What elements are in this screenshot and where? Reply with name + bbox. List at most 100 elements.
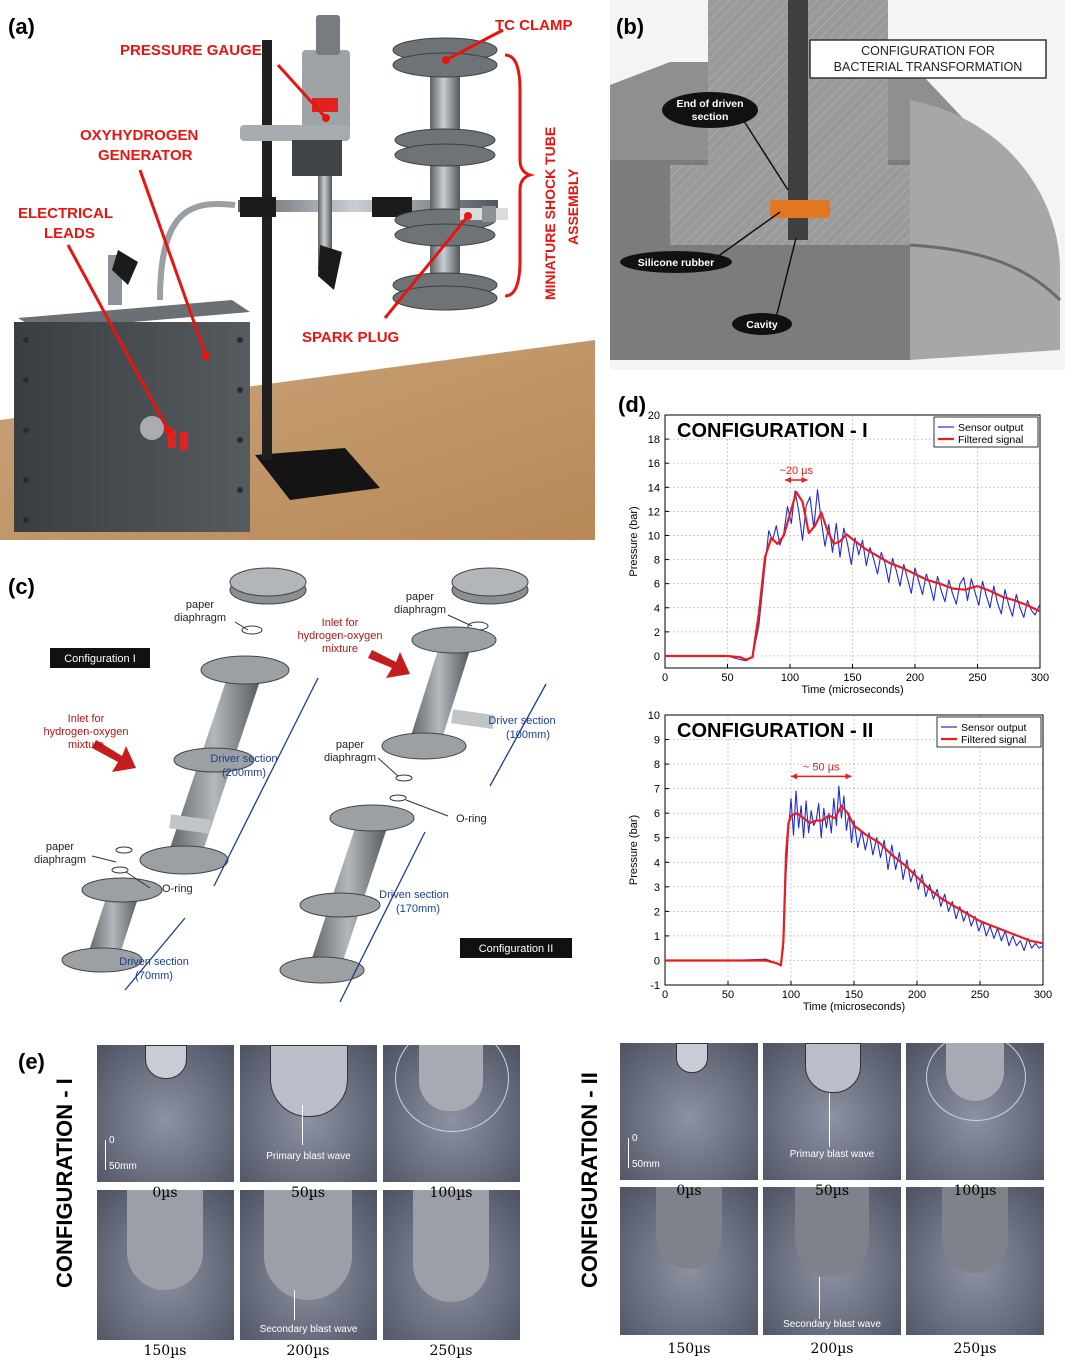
electrode-lead-2 bbox=[180, 432, 188, 450]
chart2-ytick-label-9: 8 bbox=[654, 759, 660, 771]
chart1-ytick-label-8: 16 bbox=[648, 458, 660, 470]
base-curve bbox=[910, 100, 1060, 360]
c2-frame-250us bbox=[906, 1187, 1044, 1335]
c2-scale-len: 50mm bbox=[632, 1159, 660, 1170]
electrical-leads-leader bbox=[66, 244, 170, 431]
config-box-line2: BACTERIAL TRANSFORMATION bbox=[834, 60, 1023, 74]
c2-secondary-label: Secondary blast wave bbox=[783, 1319, 881, 1330]
inlet-arrow-2 bbox=[368, 650, 410, 678]
c2-time-150: 150µs bbox=[667, 1341, 711, 1357]
oxy-generator-callout-2: GENERATOR bbox=[98, 147, 193, 164]
chart1-xtick-label-2: 100 bbox=[781, 672, 799, 684]
chart1-ylabel: Pressure (bar) bbox=[628, 506, 640, 576]
gauge-body bbox=[302, 50, 350, 140]
chart2-ytick-label-6: 5 bbox=[654, 833, 660, 845]
c1-frame-100us bbox=[383, 1045, 520, 1182]
c1-inlet-1: Inlet for bbox=[68, 713, 105, 725]
tc-clamp-leader bbox=[445, 28, 504, 62]
chart1-ytick-label-4: 8 bbox=[654, 555, 660, 567]
chart1-legend-box bbox=[933, 416, 1039, 448]
stand-rod bbox=[262, 40, 272, 460]
chart2-ytick-label-7: 6 bbox=[654, 808, 660, 820]
panel-a: TC CLAMP PRESSURE GAUGE OXYHYDROGEN GENE… bbox=[0, 0, 595, 540]
c1-time-150: 150µs bbox=[143, 1343, 187, 1359]
c1-frame-50us: Primary blast wave bbox=[240, 1045, 377, 1182]
c1-paper-2: paper bbox=[46, 841, 74, 853]
c1-driven-label: Driven section bbox=[119, 956, 189, 968]
cavity-label: Cavity bbox=[746, 319, 778, 331]
chart2-xtick-label-5: 250 bbox=[971, 989, 989, 1001]
c1-time-50: 50µs bbox=[290, 1185, 326, 1201]
chart2-ylabel: Pressure (bar) bbox=[628, 815, 640, 885]
chart2-series-sensor-output bbox=[665, 785, 1044, 966]
c2-driver-label: Driver section bbox=[488, 715, 555, 727]
config2-vertical-label: CONFIGURATION - II bbox=[577, 1072, 602, 1288]
panel-b-illustration: CONFIGURATION FOR BACTERIAL TRANSFORMATI… bbox=[610, 0, 1065, 370]
c1-frame-150us bbox=[97, 1190, 234, 1340]
c2-frame-0us: 0 50mm bbox=[620, 1043, 758, 1180]
c1-paper-1: paper bbox=[186, 599, 214, 611]
tc-clamp-callout: TC CLAMP bbox=[495, 17, 573, 34]
c1-time-100: 100µs bbox=[429, 1185, 473, 1201]
generator-box bbox=[14, 322, 250, 532]
c1-secondary-label: Secondary blast wave bbox=[259, 1324, 358, 1335]
c2-time-200: 200µs bbox=[810, 1341, 854, 1357]
c2-inlet-2: hydrogen-oxygen bbox=[297, 630, 382, 642]
c2-diaphragm-2: diaphragm bbox=[324, 752, 376, 764]
chart2-ytick-label-8: 7 bbox=[654, 784, 660, 796]
chart1-ytick-label-0: 0 bbox=[654, 651, 660, 663]
panel-e: (e) CONFIGURATION - I CONFIGURATION - II… bbox=[0, 1035, 1065, 1361]
c1-time-200: 200µs bbox=[286, 1343, 330, 1359]
valve-column bbox=[318, 150, 332, 270]
c1-driven-len: (70mm) bbox=[135, 970, 173, 982]
box-valve-handle bbox=[112, 250, 138, 285]
c1-scale-zero: 0 bbox=[109, 1135, 115, 1146]
panel-b: CONFIGURATION FOR BACTERIAL TRANSFORMATI… bbox=[610, 0, 1065, 370]
panel-a-illustration: TC CLAMP PRESSURE GAUGE OXYHYDROGEN GENE… bbox=[0, 15, 595, 540]
c1-frame-0us: 0 50mm bbox=[97, 1045, 234, 1182]
chart1-series-sensor-output bbox=[665, 489, 1041, 662]
oxy-generator-callout-1: OXYHYDROGEN bbox=[80, 127, 198, 144]
chart1-ytick-label-1: 2 bbox=[654, 627, 660, 639]
pressure-gauge-callout: PRESSURE GAUGE bbox=[120, 42, 262, 59]
c1-oring: O-ring bbox=[162, 883, 193, 895]
silicone-label: Silicone rubber bbox=[638, 257, 714, 269]
chart2-ytick-label-1: 0 bbox=[654, 955, 660, 967]
c2-frame-200us: Secondary blast wave bbox=[763, 1187, 901, 1335]
pressure-charts: 0 50 100 150 200 250 30002468101214161820Time … bbox=[628, 410, 1052, 1013]
c2-oring: O-ring bbox=[456, 813, 487, 825]
c1-diaphragm-2: diaphragm bbox=[34, 854, 86, 866]
electrode-mount bbox=[140, 416, 164, 440]
chart1-xtick-label-4: 200 bbox=[906, 672, 924, 684]
chart1-xtick-label-1: 50 bbox=[721, 672, 733, 684]
tube-bore bbox=[788, 0, 808, 240]
panel-d: (d) 0 50 100 150 200 250 300 0 2 4 6 8 10 12 14 16 18 20 T… bbox=[600, 380, 1065, 1030]
assembly-callout-1: MINIATURE SHOCK TUBE bbox=[542, 127, 558, 300]
tube-wall-right bbox=[808, 0, 888, 195]
c1-frame-200us: Secondary blast wave bbox=[240, 1190, 377, 1340]
chart1-annotation-arrow-right bbox=[801, 477, 808, 484]
chart1-xtick-label-3: 150 bbox=[843, 672, 861, 684]
chart2-xtick-label-4: 200 bbox=[908, 989, 926, 1001]
config-box bbox=[809, 39, 1047, 79]
chart1-ytick-label-10: 20 bbox=[648, 410, 660, 422]
panel-c-label: (c) bbox=[8, 574, 35, 599]
panel-c: Configuration I Configuration II paper d… bbox=[0, 560, 600, 1010]
config1-tag: Configuration I bbox=[64, 653, 136, 665]
chart1-xtick-label-5: 250 bbox=[968, 672, 986, 684]
shock-tube-body bbox=[430, 50, 460, 295]
chart2-ytick-label-0: -1 bbox=[650, 980, 660, 992]
c2-time-250: 250µs bbox=[953, 1341, 997, 1357]
c2-paper-2: paper bbox=[336, 739, 364, 751]
stand-base bbox=[255, 448, 380, 500]
chart2-xtick-label-0: 0 bbox=[662, 989, 668, 1001]
chart2-title: CONFIGURATION - II bbox=[677, 720, 873, 742]
silicone-rubber bbox=[770, 200, 830, 218]
c2-time-100: 100µs bbox=[953, 1183, 997, 1199]
config2-assembly bbox=[279, 567, 529, 984]
assembly-callout-2: ASSEMBLY bbox=[565, 168, 581, 245]
electrical-leads-callout-1: ELECTRICAL bbox=[18, 205, 113, 222]
c2-driver-len: (100mm) bbox=[506, 729, 550, 741]
chart2-legend-box bbox=[936, 716, 1042, 748]
panel-c-illustration: Configuration I Configuration II paper d… bbox=[34, 567, 572, 1003]
